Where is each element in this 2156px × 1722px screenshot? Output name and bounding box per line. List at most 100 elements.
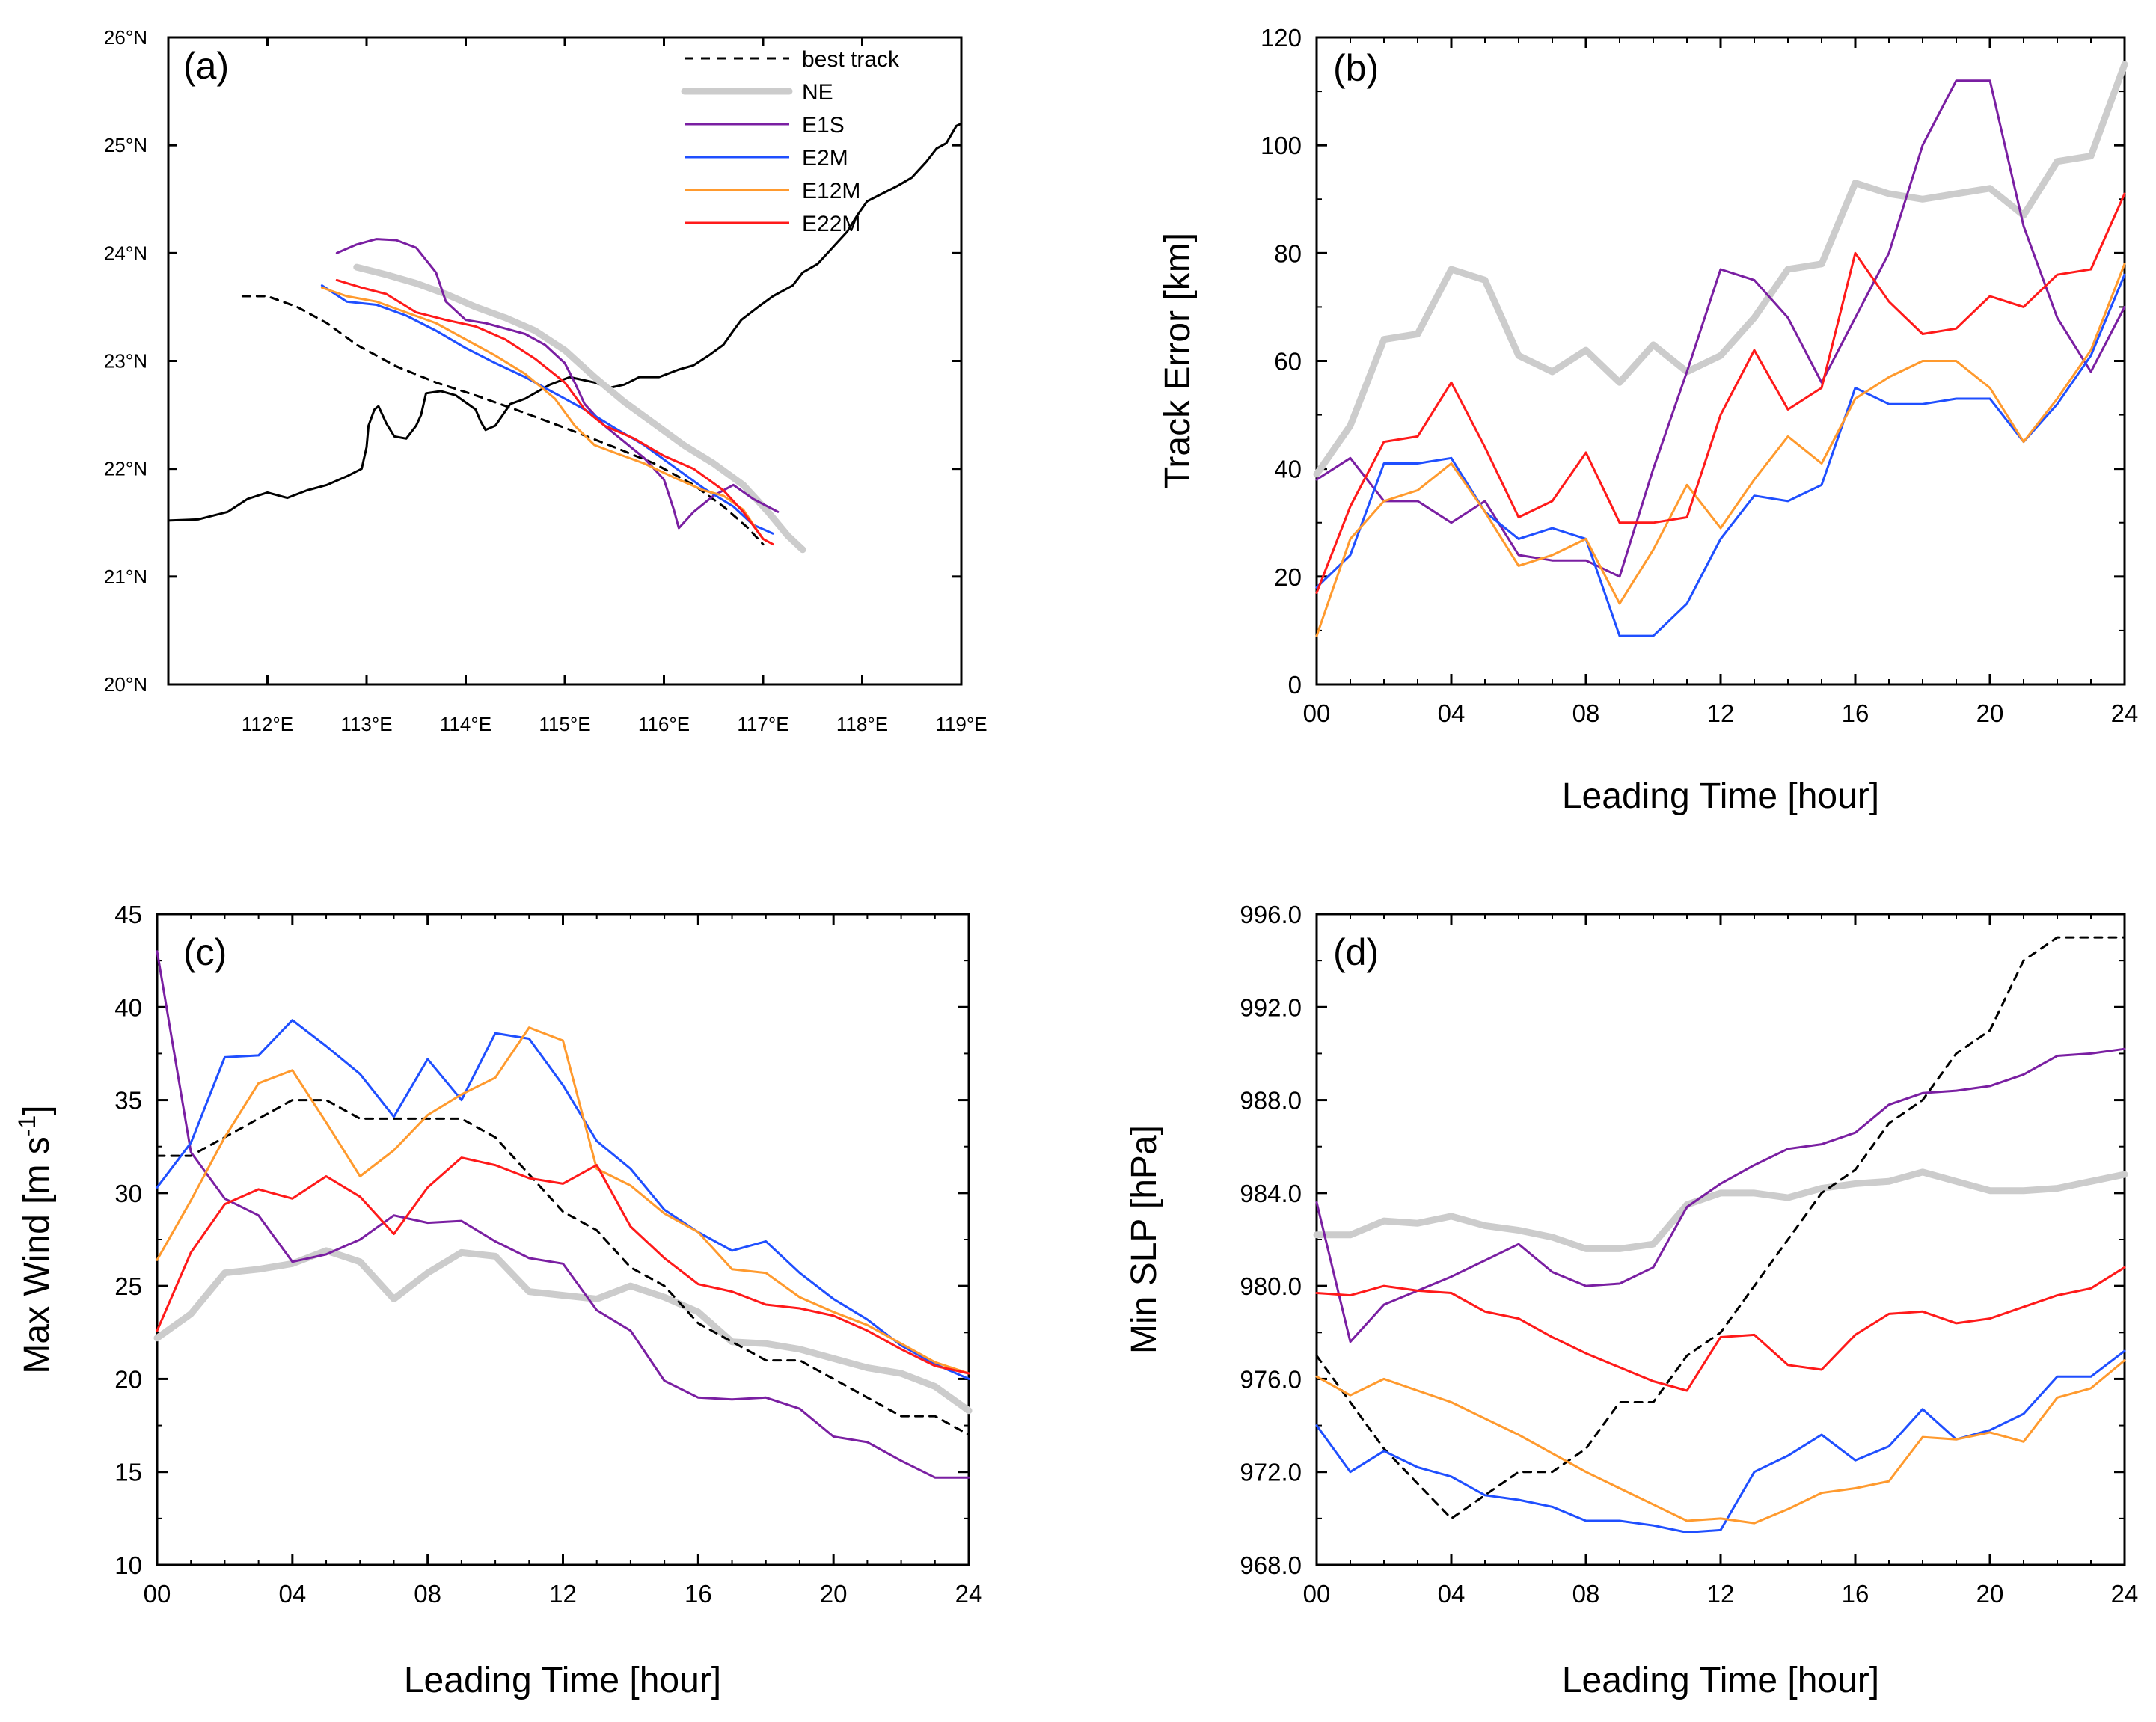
- panel-b-xtick-label: 16: [1842, 699, 1869, 727]
- panel-d-ticks: 00 04 08 12 16 20 24 968.0 972.0 976.0 980.0 984.0 9…: [1240, 901, 2138, 1608]
- panel-c-ylabel: Max Wind [m s-1]: [13, 1105, 57, 1373]
- panel-c-ylabel-main: Max Wind [m s: [17, 1136, 57, 1373]
- panel-c-ylabel-superscript: -1: [13, 1115, 40, 1136]
- panel-d-ytick-label: 976.0: [1240, 1365, 1302, 1393]
- panel-a-xtick-label: 114°E: [440, 713, 491, 735]
- panel-d-min-slp: 00 04 08 12 16 20 24 968.0 972.0 976.0 980.0 984.0 9…: [1124, 901, 2138, 1700]
- panel-d-series-e12m: [1315, 1359, 2126, 1525]
- legend: best track NE E1S E2M E12M E22M: [681, 47, 900, 236]
- panel-c-xtick-label: 04: [278, 1580, 306, 1608]
- panel-d-xtick-label: 24: [2111, 1580, 2139, 1608]
- legend-label-e12m: E12M: [802, 179, 860, 203]
- panel-c-ytick-label: 15: [114, 1459, 142, 1486]
- panel-b-ytick-label: 120: [1261, 24, 1302, 52]
- panel-c-ylabel-bracket: ]: [17, 1105, 57, 1115]
- legend-label-e22m: E22M: [802, 212, 860, 236]
- panel-d-lines: [1313, 936, 2128, 1533]
- panel-a-lines: [168, 122, 962, 554]
- panel-c-ytick-label: 35: [114, 1087, 142, 1115]
- panel-a-ytick-label: 22°N: [104, 458, 147, 480]
- panel-b-xtick-label: 12: [1707, 699, 1735, 727]
- panel-c-ytick-label: 45: [114, 901, 142, 928]
- panel-b-series-e2m: [1315, 273, 2126, 637]
- panel-a-series-e22m: [335, 278, 774, 546]
- panel-d-xtick-label: 04: [1438, 1580, 1466, 1608]
- panel-c-max-wind: 00 04 08 12 16 20 24 10 15 20 25 30 35 40 45 (c) Leadi…: [13, 901, 982, 1700]
- panel-b-ytick-label: 80: [1274, 239, 1302, 267]
- panel-d-series-e1s: [1315, 1047, 2126, 1343]
- panel-d-series-ne: [1313, 1168, 2128, 1252]
- panel-c-series-e12m: [156, 1026, 970, 1375]
- panel-b-xtick-label: 04: [1438, 699, 1466, 727]
- panel-a-ytick-label: 25°N: [104, 134, 147, 156]
- panel-c-ytick-label: 25: [114, 1272, 142, 1300]
- panel-b-ytick-label: 20: [1274, 563, 1302, 591]
- panel-b-ytick-label: 40: [1274, 456, 1302, 483]
- panel-a-series-e12m: [320, 287, 765, 540]
- panel-d-xtick-label: 08: [1572, 1580, 1600, 1608]
- panel-b-ytick-label: 60: [1274, 348, 1302, 376]
- panel-d-series-e22m: [1315, 1266, 2126, 1392]
- panel-a-ytick-label: 26°N: [104, 26, 147, 49]
- panel-c-lines: [153, 950, 973, 1479]
- panel-a-label: (a): [183, 45, 229, 87]
- panel-a-xtick-label: 115°E: [539, 713, 590, 735]
- coastline: [168, 122, 962, 522]
- panel-b-xtick-label: 08: [1572, 699, 1600, 727]
- panel-a-ticks: 112°E 113°E 114°E 115°E 116°E 117°E 118°E 119°E…: [104, 26, 987, 735]
- panel-c-ytick-label: 30: [114, 1180, 142, 1207]
- panel-b-series-e12m: [1315, 263, 2126, 637]
- panel-d-ytick-label: 972.0: [1240, 1459, 1302, 1486]
- panel-b-ylabel: Track Error [km]: [1158, 233, 1198, 488]
- panel-d-ytick-label: 992.0: [1240, 993, 1302, 1021]
- panel-d-xtick-label: 12: [1707, 1580, 1735, 1608]
- panel-d-ytick-label: 980.0: [1240, 1272, 1302, 1300]
- panel-c-series-best-track: [156, 1099, 970, 1436]
- panel-b-ytick-label: 0: [1288, 671, 1302, 699]
- panel-a-series-best-track: [241, 295, 765, 546]
- panel-c-ytick-label: 40: [114, 993, 142, 1021]
- panel-b-ytick-label: 100: [1261, 132, 1302, 159]
- panel-b-xtick-label: 20: [1976, 699, 2004, 727]
- panel-b-series-e1s: [1315, 79, 2126, 578]
- panel-d-ylabel: Min SLP [hPa]: [1124, 1125, 1164, 1354]
- panel-d-ytick-label: 988.0: [1240, 1087, 1302, 1115]
- panel-c-ytick-label: 20: [114, 1365, 142, 1393]
- panel-c-series-ne: [153, 1247, 973, 1415]
- panel-c-xtick-label: 24: [955, 1580, 983, 1608]
- panel-d-xlabel: Leading Time [hour]: [1562, 1661, 1879, 1700]
- panel-b-series-ne: [1313, 61, 2128, 478]
- panel-d-xtick-label: 20: [1976, 1580, 2004, 1608]
- panel-c-series-e1s: [156, 950, 970, 1479]
- panel-c-series-e2m: [156, 1019, 970, 1380]
- panel-a-series-e2m: [320, 284, 774, 535]
- legend-label-ne: NE: [802, 80, 833, 105]
- panel-c-xlabel: Leading Time [hour]: [404, 1661, 721, 1700]
- panel-a-track-map: 112°E 113°E 114°E 115°E 116°E 117°E 118°E 119°E…: [104, 26, 987, 735]
- panel-c-label: (c): [183, 931, 227, 973]
- panel-a-ytick-label: 23°N: [104, 350, 147, 373]
- legend-label-e1s: E1S: [802, 113, 845, 138]
- panel-a-series-ne: [353, 263, 806, 554]
- panel-a-xtick-label: 116°E: [638, 713, 690, 735]
- panel-d-label: (d): [1333, 931, 1379, 973]
- panel-d-series-best-track: [1315, 936, 2126, 1520]
- panel-d-ytick-label: 968.0: [1240, 1551, 1302, 1579]
- panel-c-ytick-label: 10: [114, 1551, 142, 1579]
- panel-b-track-error: 00 04 08 12 16 20 24 0 20 40 60 80 100 120 (b) Leadin…: [1158, 24, 2138, 816]
- panel-b-xlabel: Leading Time [hour]: [1562, 776, 1879, 816]
- panel-d-series-e2m: [1315, 1349, 2126, 1533]
- panel-d-xtick-label: 00: [1303, 1580, 1331, 1608]
- panel-d-xtick-label: 16: [1842, 1580, 1869, 1608]
- panel-a-ytick-label: 24°N: [104, 242, 147, 264]
- panel-a-ytick-label: 20°N: [104, 673, 147, 696]
- panel-b-series-e22m: [1315, 192, 2126, 594]
- panel-a-ytick-label: 21°N: [104, 566, 147, 588]
- panel-b-lines: [1313, 61, 2128, 637]
- panel-c-series-e22m: [156, 1156, 970, 1375]
- panel-d-ytick-label: 984.0: [1240, 1180, 1302, 1207]
- panel-c-xtick-label: 12: [549, 1580, 577, 1608]
- panel-b-ticks: 00 04 08 12 16 20 24 0 20 40 60 80 100 120: [1261, 24, 2138, 727]
